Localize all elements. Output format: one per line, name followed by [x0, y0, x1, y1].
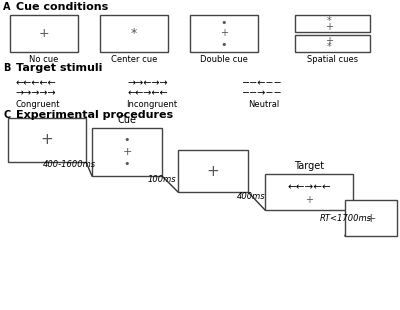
Text: +: +	[220, 29, 228, 38]
Text: +: +	[305, 195, 313, 205]
Text: Target: Target	[294, 161, 324, 171]
Text: Incongruent: Incongruent	[126, 100, 178, 109]
Text: ←←→←←: ←←→←←	[287, 183, 331, 193]
Text: •: •	[124, 135, 130, 145]
Text: Cue: Cue	[118, 115, 136, 125]
Text: *: *	[327, 16, 332, 26]
Text: Center cue: Center cue	[111, 55, 157, 64]
Text: Double cue: Double cue	[200, 55, 248, 64]
Text: 400-1600ms: 400-1600ms	[42, 160, 96, 169]
Text: Target stimuli: Target stimuli	[16, 63, 102, 73]
Text: −−→−−: −−→−−	[242, 88, 283, 98]
Bar	[178, 150, 248, 192]
Text: ←←←←←: ←←←←←	[16, 78, 57, 88]
Bar	[345, 200, 397, 236]
Text: *: *	[131, 27, 137, 40]
Bar	[10, 15, 78, 52]
Text: +: +	[207, 163, 219, 179]
Text: B: B	[3, 63, 10, 73]
Text: →→←→→: →→←→→	[128, 78, 169, 88]
Text: •: •	[221, 39, 227, 50]
Text: Neutral: Neutral	[248, 100, 280, 109]
Text: 400ms: 400ms	[237, 192, 266, 201]
Bar	[295, 35, 370, 52]
Bar	[190, 15, 258, 52]
Text: +: +	[326, 22, 334, 32]
Text: C: C	[3, 110, 10, 120]
Text: RT<1700ms: RT<1700ms	[320, 214, 372, 223]
Text: Congruent: Congruent	[16, 100, 60, 109]
Text: A: A	[3, 2, 10, 12]
Bar	[92, 128, 162, 176]
Text: *: *	[327, 42, 332, 52]
Text: −−←−−: −−←−−	[242, 78, 283, 88]
Text: +: +	[366, 211, 376, 224]
Bar	[295, 15, 370, 32]
Text: ←←→←←: ←←→←←	[128, 88, 169, 98]
Text: +: +	[122, 147, 132, 157]
Text: •: •	[124, 159, 130, 169]
Text: •: •	[221, 17, 227, 28]
Text: →→→→→: →→→→→	[16, 88, 57, 98]
Text: Cue conditions: Cue conditions	[16, 2, 108, 12]
Text: Experimental procedures: Experimental procedures	[16, 110, 173, 120]
Bar	[100, 15, 168, 52]
Text: +: +	[39, 27, 49, 40]
Bar	[265, 174, 353, 210]
Text: 100ms: 100ms	[148, 175, 176, 184]
Text: +: +	[41, 132, 53, 148]
Text: Spatial cues: Spatial cues	[307, 55, 358, 64]
Text: +: +	[326, 36, 334, 46]
Bar	[8, 118, 86, 162]
Text: No cue: No cue	[29, 55, 59, 64]
